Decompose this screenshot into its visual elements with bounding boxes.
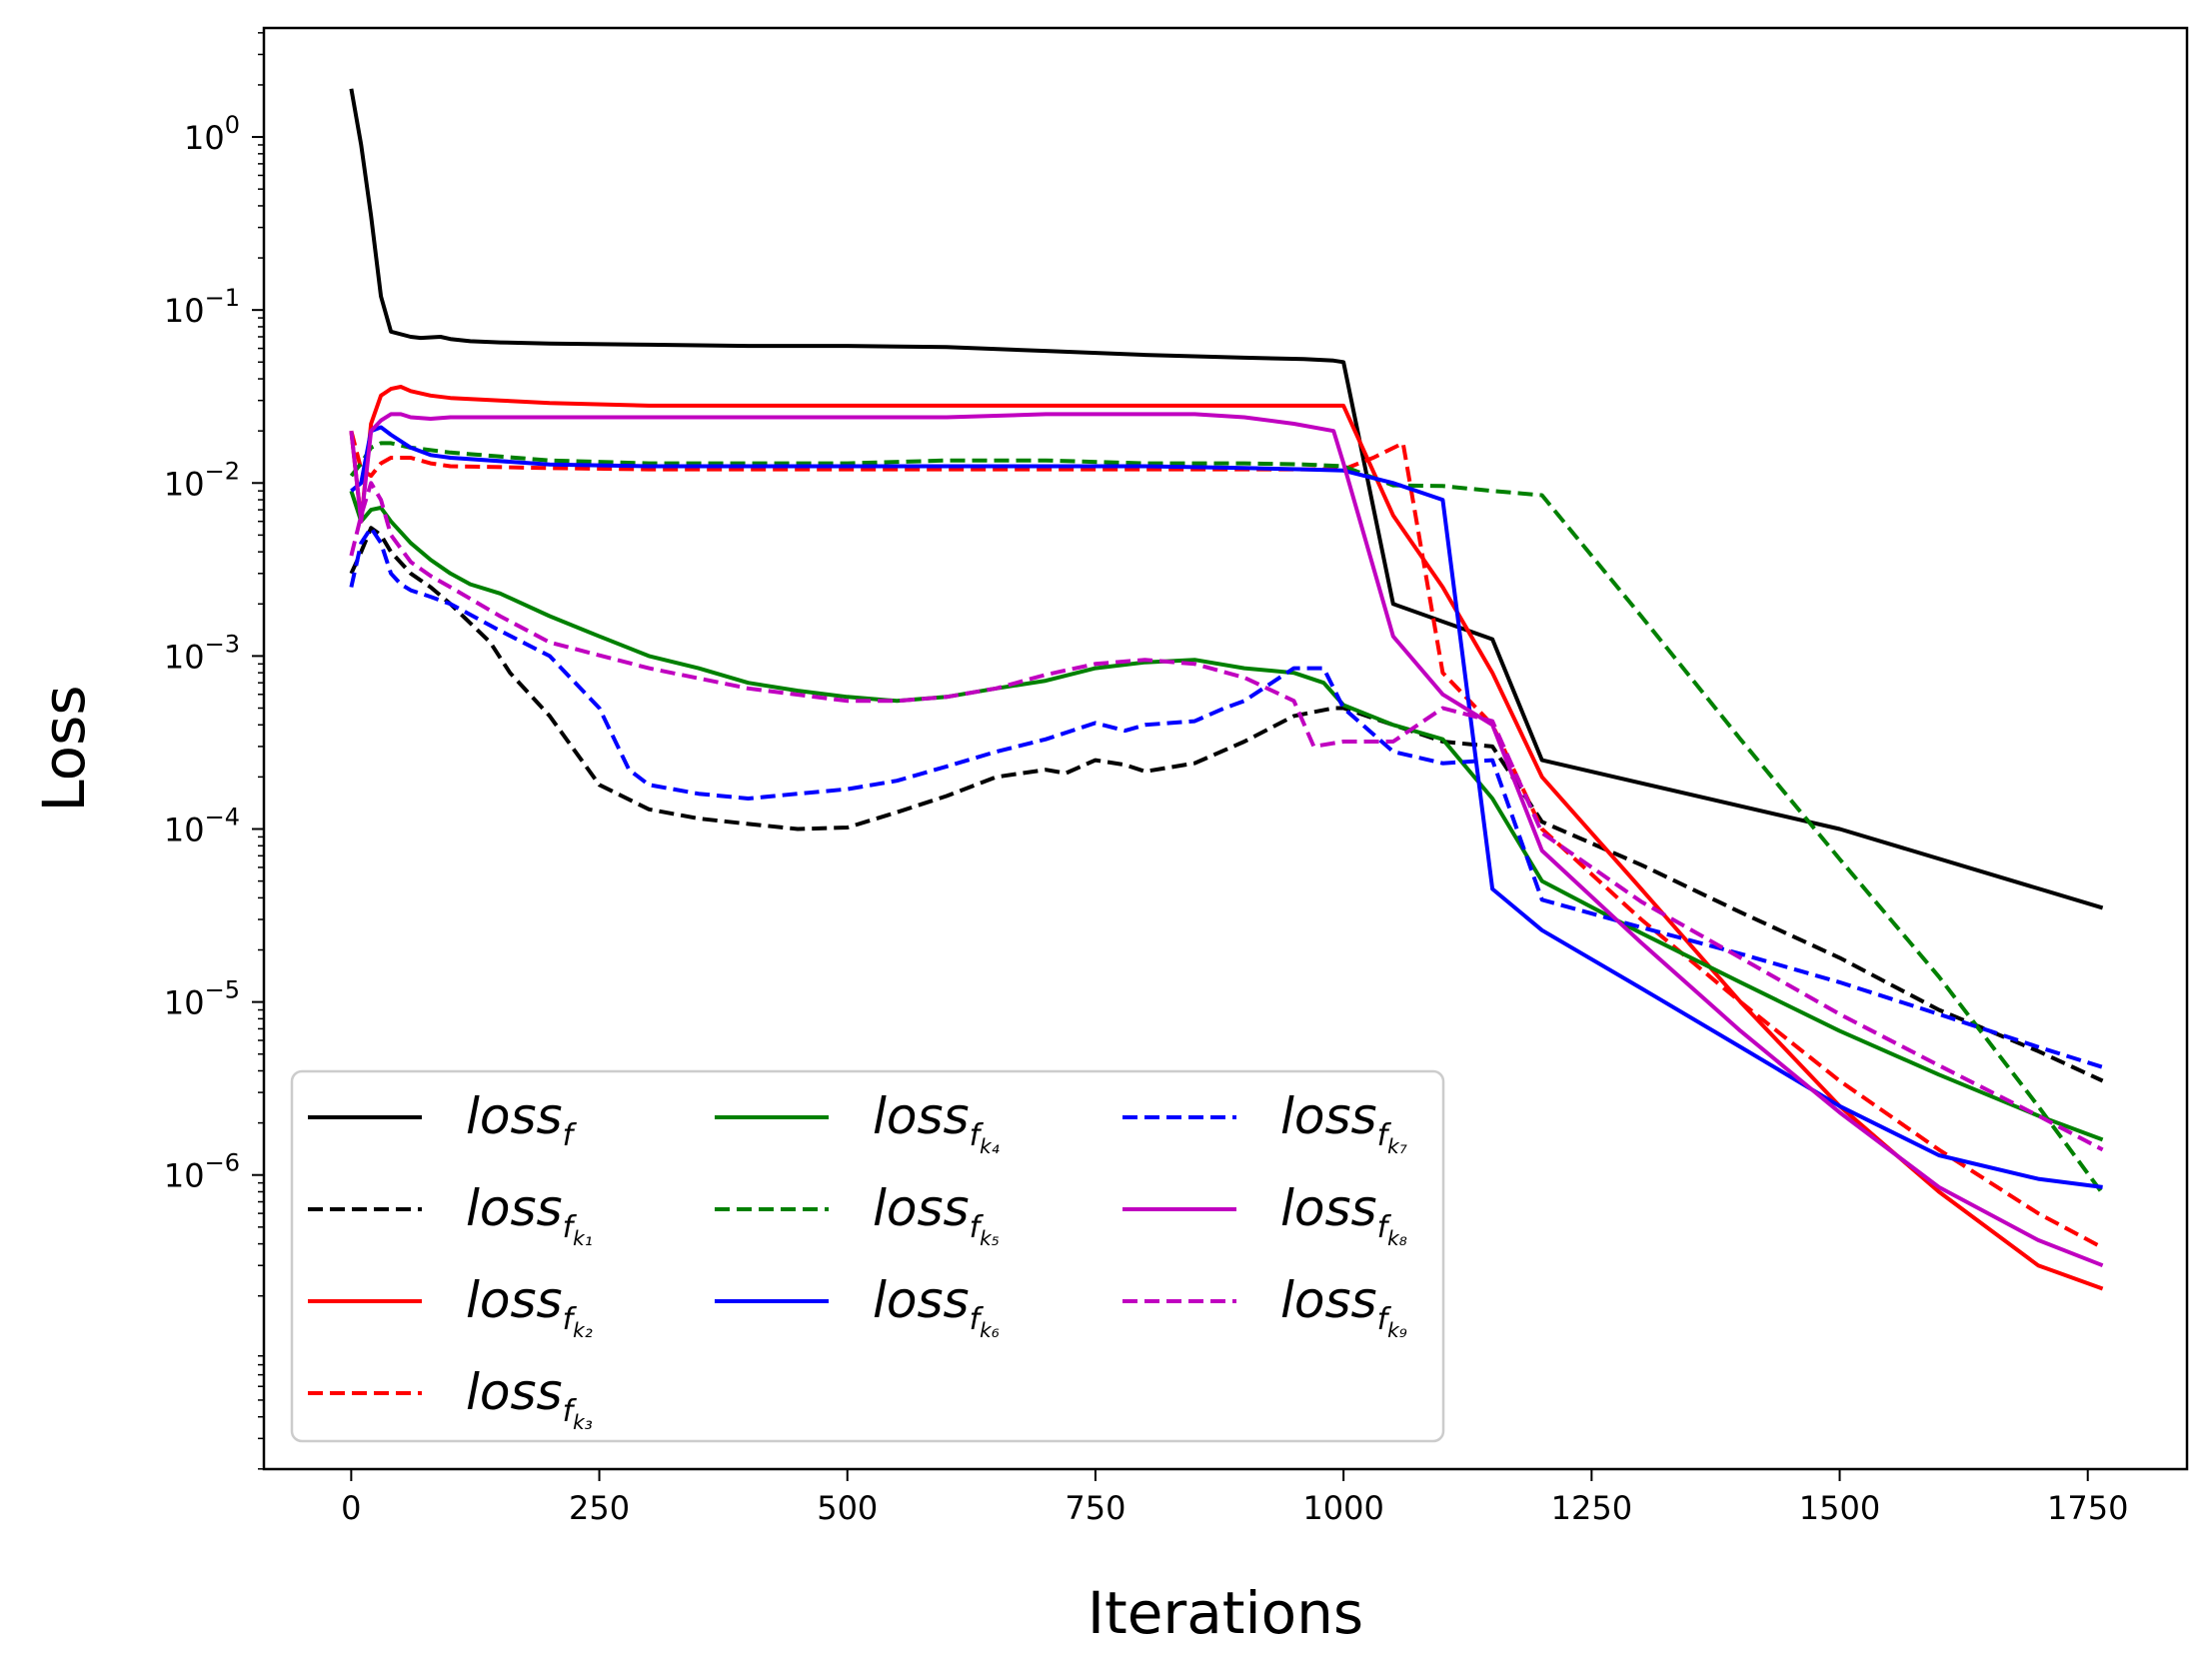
y-axis-title: Loss [30,685,98,812]
y-tick-label: 10−6 [164,1149,240,1195]
x-tick-label: 750 [1065,1489,1125,1527]
legend-label-loss_fk2: lossfk₂ [466,1271,593,1342]
x-tick-label: 500 [817,1489,878,1527]
legend-label-loss_fk6: lossfk₆ [873,1271,1000,1342]
x-tick-label: 0 [341,1489,361,1527]
y-tick-label: 10−1 [164,284,240,330]
series-lines [349,88,2105,1291]
y-tick-label: 10−4 [164,803,240,848]
x-axis-title: Iterations [1088,1579,1363,1647]
x-tick-label: 1750 [2047,1489,2128,1527]
axis-ticks: 0 250 500 750 1000 1250 1500 1750 100 10−1 10−2 10−… [164,32,2128,1527]
y-tick-label: 10−5 [164,976,240,1022]
y-tick-label: 10−2 [164,457,240,503]
series-line-loss_fk9 [349,481,2104,1152]
series-line-loss_fk6 [350,425,2103,1189]
legend: lossf lossfk₁ lossfk₂ lossfk₃ lossfk₄ lossfk₅… [290,1069,1445,1443]
x-tick-label: 250 [569,1489,630,1527]
y-tick-label: 100 [184,111,240,157]
legend-label-loss_fk1: lossfk₁ [466,1179,593,1250]
plot-frame [262,26,2189,1471]
series-line-loss_f [349,88,2104,910]
x-tick-label: 1250 [1551,1489,1632,1527]
legend-label-loss_fk5: lossfk₅ [873,1179,1000,1250]
legend-box [290,1069,1445,1443]
series-line-loss_fk8 [349,412,2104,1268]
y-tick-label: 10−3 [164,630,240,676]
series-line-loss_fk7 [349,526,2104,1069]
legend-label-loss_fk3: lossfk₃ [466,1363,593,1434]
x-tick-label: 1500 [1799,1489,1880,1527]
legend-label-loss_fk4: lossfk₄ [873,1087,1000,1158]
legend-label-loss_fk8: lossfk₈ [1280,1179,1407,1250]
series-line-loss_fk5 [349,441,2105,1195]
x-tick-label: 1000 [1302,1489,1383,1527]
legend-label-loss_f: lossf [466,1087,578,1153]
series-line-loss_fk2 [349,385,2104,1291]
